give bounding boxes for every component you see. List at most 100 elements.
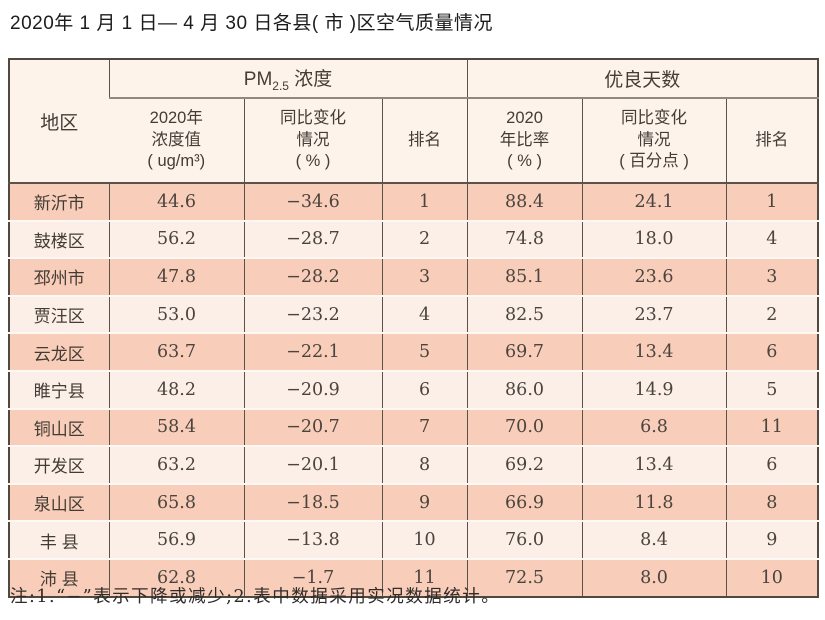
table-row: 开发区 63.2 −20.1 8 69.2 13.4 6	[9, 445, 819, 484]
region-cell: 云龙区	[9, 332, 109, 371]
value-cell: 11	[725, 407, 819, 447]
value-cell: 7	[381, 407, 468, 447]
header-days-rank: 排名	[725, 98, 819, 184]
header-pm-value: 2020年 浓度值 ( ug/m³)	[109, 98, 244, 184]
header-sub-row: 2020年 浓度值 ( ug/m³) 同比变化 情况 ( % ) 排名 2020…	[9, 98, 819, 184]
value-cell: 88.4	[466, 183, 583, 221]
value-cell: 2	[381, 219, 468, 259]
value-cell: 5	[381, 332, 468, 371]
value-cell: 23.6	[581, 257, 727, 296]
value-cell: 8.0	[581, 557, 727, 597]
value-cell: −28.7	[243, 219, 382, 259]
value-cell: 8	[725, 482, 819, 522]
table-row: 邳州市 47.8 −28.2 3 85.1 23.6 3	[9, 257, 819, 296]
table-row: 新沂市 44.6 −34.6 1 88.4 24.1 1	[9, 183, 819, 221]
value-cell: 1	[381, 183, 468, 221]
value-cell: 63.2	[108, 445, 244, 484]
header-pm-rank: 排名	[381, 98, 468, 184]
region-cell: 鼓楼区	[9, 219, 109, 259]
value-cell: −1.7	[243, 557, 382, 597]
header-pm-change: 同比变化 情况 ( % )	[243, 98, 382, 184]
value-cell: 72.5	[466, 557, 583, 597]
table-header: 地区 PM2.5 浓度 优良天数 2020年 浓度值 ( ug/m³) 同比变化…	[9, 59, 819, 184]
region-cell: 睢宁县	[9, 369, 109, 409]
value-cell: 48.2	[108, 369, 244, 409]
value-cell: 24.1	[581, 183, 727, 221]
value-cell: 56.9	[108, 520, 244, 559]
value-cell: −23.2	[243, 294, 382, 334]
region-cell: 贾汪区	[9, 294, 109, 334]
value-cell: 3	[725, 257, 819, 296]
value-cell: 8	[381, 445, 468, 484]
region-cell: 新沂市	[9, 183, 109, 221]
value-cell: 85.1	[466, 257, 583, 296]
value-cell: 14.9	[581, 369, 727, 409]
table-row: 沛 县 62.8 −1.7 11 72.5 8.0 10	[9, 557, 819, 597]
page-title: 2020年 1 月 1 日— 4 月 30 日各县( 市 )区空气质量情况	[10, 13, 494, 34]
value-cell: 47.8	[108, 257, 244, 296]
value-cell: 23.7	[581, 294, 727, 334]
table-row: 睢宁县 48.2 −20.9 6 86.0 14.9 5	[9, 369, 819, 409]
value-cell: 69.2	[466, 445, 583, 484]
region-cell: 沛 县	[9, 557, 109, 597]
table-row: 云龙区 63.7 −22.1 5 69.7 13.4 6	[9, 332, 819, 371]
value-cell: 6.8	[581, 407, 727, 447]
value-cell: 76.0	[466, 520, 583, 559]
value-cell: 53.0	[108, 294, 244, 334]
value-cell: 13.4	[581, 332, 727, 371]
value-cell: 44.6	[108, 183, 244, 221]
region-cell: 泉山区	[9, 482, 109, 522]
region-cell: 铜山区	[9, 407, 109, 447]
header-group-pm25: PM2.5 浓度	[108, 59, 468, 99]
table-row: 鼓楼区 56.2 −28.7 2 74.8 18.0 4	[9, 219, 819, 259]
value-cell: 3	[381, 257, 468, 296]
value-cell: 56.2	[108, 219, 244, 259]
header-days-change: 同比变化 情况 ( 百分点 )	[581, 98, 727, 184]
value-cell: 11.8	[581, 482, 727, 522]
value-cell: 86.0	[466, 369, 583, 409]
value-cell: −28.2	[243, 257, 382, 296]
value-cell: 18.0	[581, 219, 727, 259]
value-cell: 6	[725, 332, 819, 371]
value-cell: 74.8	[466, 219, 583, 259]
value-cell: 66.9	[466, 482, 583, 522]
header-group-good-days: 优良天数	[466, 59, 819, 99]
value-cell: 9	[725, 520, 819, 559]
value-cell: −20.1	[243, 445, 382, 484]
value-cell: 8.4	[581, 520, 727, 559]
table-row: 丰 县 56.9 −13.8 10 76.0 8.4 9	[9, 520, 819, 559]
value-cell: 11	[381, 557, 468, 597]
value-cell: 65.8	[108, 482, 244, 522]
value-cell: 2	[725, 294, 819, 334]
value-cell: −18.5	[243, 482, 382, 522]
table-body: 新沂市 44.6 −34.6 1 88.4 24.1 1 鼓楼区 56.2 −28.7 2 74.8 1…	[9, 183, 819, 597]
header-group-row: 地区 PM2.5 浓度 优良天数	[9, 59, 819, 184]
header-days-rate: 2020 年比率 ( % )	[466, 98, 583, 184]
value-cell: −34.6	[243, 183, 382, 221]
value-cell: −20.7	[243, 407, 382, 447]
value-cell: 10	[381, 520, 468, 559]
value-cell: 62.8	[108, 557, 244, 597]
value-cell: 6	[725, 445, 819, 484]
value-cell: 5	[725, 369, 819, 409]
table-row: 泉山区 65.8 −18.5 9 66.9 11.8 8	[9, 482, 819, 522]
value-cell: 4	[381, 294, 468, 334]
value-cell: 13.4	[581, 445, 727, 484]
value-cell: 70.0	[466, 407, 583, 447]
region-cell: 丰 县	[9, 520, 109, 559]
pm25-label-base: PM	[243, 69, 273, 91]
table-row: 铜山区 58.4 −20.7 7 70.0 6.8 11	[9, 407, 819, 447]
value-cell: 58.4	[108, 407, 244, 447]
table-row: 贾汪区 53.0 −23.2 4 82.5 23.7 2	[9, 294, 819, 334]
value-cell: 10	[725, 557, 819, 597]
value-cell: −22.1	[243, 332, 382, 371]
header-region: 地区	[9, 59, 109, 184]
air-quality-table: 地区 PM2.5 浓度 优良天数 2020年 浓度值 ( ug/m³) 同比变化…	[8, 58, 820, 598]
value-cell: 9	[381, 482, 468, 522]
region-cell: 邳州市	[9, 257, 109, 296]
pm25-label-subscript: 2.5	[272, 78, 289, 93]
value-cell: 6	[381, 369, 468, 409]
value-cell: 69.7	[466, 332, 583, 371]
value-cell: 82.5	[466, 294, 583, 334]
value-cell: 63.7	[108, 332, 244, 371]
